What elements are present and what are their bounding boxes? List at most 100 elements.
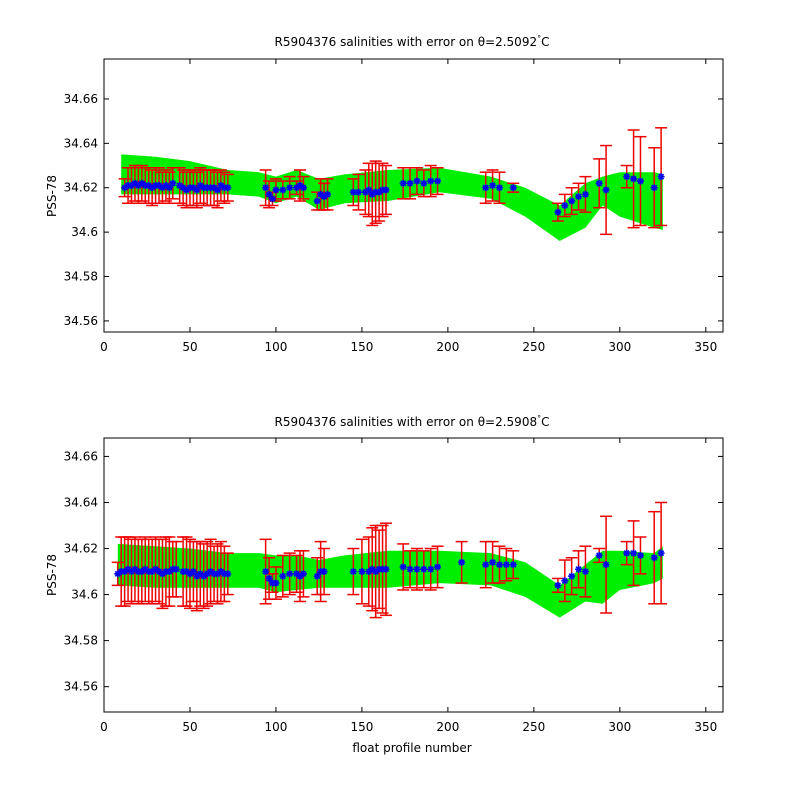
x-tick-label: 200 bbox=[436, 720, 459, 734]
chart-title: R5904376 salinities with error on θ=2.59… bbox=[275, 414, 550, 429]
data-point bbox=[482, 561, 490, 569]
data-point bbox=[458, 558, 466, 566]
x-axis-label: float profile number bbox=[352, 741, 471, 755]
data-point bbox=[420, 179, 428, 187]
data-point bbox=[420, 565, 428, 573]
data-point bbox=[152, 565, 160, 573]
data-point bbox=[313, 197, 321, 205]
data-point bbox=[176, 182, 184, 190]
data-point bbox=[602, 561, 610, 569]
data-point bbox=[155, 568, 163, 576]
data-point bbox=[186, 570, 194, 578]
data-point bbox=[581, 190, 589, 198]
data-point bbox=[495, 561, 503, 569]
data-point bbox=[217, 568, 225, 576]
data-point bbox=[434, 563, 442, 571]
y-tick-label: 34.58 bbox=[64, 634, 98, 648]
y-tick-label: 34.64 bbox=[64, 136, 98, 150]
data-point bbox=[368, 565, 376, 573]
plot-area: 0 50 100 150 200 250 300 350 34.56 34.58 34.6 34.62… bbox=[64, 58, 724, 354]
y-tick-label: 34.56 bbox=[64, 680, 98, 694]
y-tick-label: 34.56 bbox=[64, 314, 98, 328]
data-point bbox=[269, 195, 277, 203]
data-point bbox=[169, 179, 177, 187]
data-point bbox=[128, 182, 136, 190]
data-point bbox=[354, 188, 362, 196]
data-point bbox=[210, 184, 218, 192]
data-point bbox=[213, 570, 221, 578]
data-point bbox=[165, 568, 173, 576]
data-point bbox=[262, 184, 270, 192]
data-point bbox=[650, 184, 658, 192]
data-point bbox=[279, 572, 287, 580]
data-point bbox=[636, 177, 644, 185]
data-point bbox=[279, 186, 287, 194]
data-point bbox=[138, 568, 146, 576]
data-point bbox=[368, 190, 376, 198]
error-envelope-band bbox=[117, 543, 663, 618]
data-point bbox=[489, 182, 497, 190]
data-point bbox=[406, 179, 414, 187]
y-tick-label: 34.66 bbox=[64, 449, 98, 463]
x-tick-label: 150 bbox=[350, 340, 373, 354]
data-point bbox=[296, 572, 304, 580]
data-point bbox=[502, 561, 510, 569]
data-point bbox=[427, 177, 435, 185]
data-point bbox=[595, 551, 603, 559]
data-point bbox=[313, 572, 321, 580]
data-point bbox=[265, 190, 273, 198]
error-envelope-band bbox=[121, 154, 663, 241]
y-tick-label: 34.6 bbox=[71, 588, 98, 602]
x-tick-label: 0 bbox=[100, 720, 108, 734]
x-tick-label: 200 bbox=[436, 340, 459, 354]
data-point bbox=[434, 177, 442, 185]
data-point bbox=[320, 568, 328, 576]
data-point bbox=[361, 188, 369, 196]
data-point bbox=[636, 551, 644, 559]
x-tick-label: 150 bbox=[350, 720, 373, 734]
data-point bbox=[165, 184, 173, 192]
data-point bbox=[399, 563, 407, 571]
y-axis-label: PSS-78 bbox=[45, 175, 59, 217]
data-point bbox=[183, 186, 191, 194]
data-point bbox=[162, 182, 170, 190]
x-tick-label: 350 bbox=[694, 720, 717, 734]
data-point bbox=[382, 565, 390, 573]
data-point bbox=[200, 572, 208, 580]
data-point bbox=[489, 558, 497, 566]
data-point bbox=[272, 579, 280, 587]
salinity-chart-top: R5904376 salinities with error on θ=2.50… bbox=[45, 34, 724, 354]
data-point bbox=[148, 184, 156, 192]
data-point bbox=[382, 186, 390, 194]
data-point bbox=[413, 565, 421, 573]
data-point bbox=[224, 184, 232, 192]
x-tick-label: 0 bbox=[100, 340, 108, 354]
data-point bbox=[554, 208, 562, 216]
data-point bbox=[630, 175, 638, 183]
data-point bbox=[124, 565, 132, 573]
data-point bbox=[196, 570, 204, 578]
y-axis-label: PSS-78 bbox=[45, 554, 59, 596]
data-point bbox=[375, 188, 383, 196]
data-point bbox=[509, 561, 517, 569]
data-point bbox=[299, 184, 307, 192]
data-point bbox=[293, 570, 301, 578]
data-point bbox=[172, 565, 180, 573]
data-point bbox=[286, 570, 294, 578]
data-point bbox=[179, 184, 187, 192]
data-point bbox=[657, 549, 665, 557]
data-point bbox=[365, 568, 373, 576]
data-point bbox=[134, 182, 142, 190]
x-tick-label: 250 bbox=[522, 720, 545, 734]
data-point bbox=[575, 565, 583, 573]
salinity-chart-bottom: R5904376 salinities with error on θ=2.59… bbox=[45, 414, 724, 755]
data-point bbox=[121, 568, 129, 576]
data-point bbox=[561, 201, 569, 209]
data-point bbox=[158, 570, 166, 578]
data-point bbox=[207, 568, 215, 576]
data-point bbox=[224, 570, 232, 578]
data-point bbox=[324, 190, 332, 198]
x-tick-label: 300 bbox=[608, 340, 631, 354]
x-tick-label: 100 bbox=[264, 340, 287, 354]
